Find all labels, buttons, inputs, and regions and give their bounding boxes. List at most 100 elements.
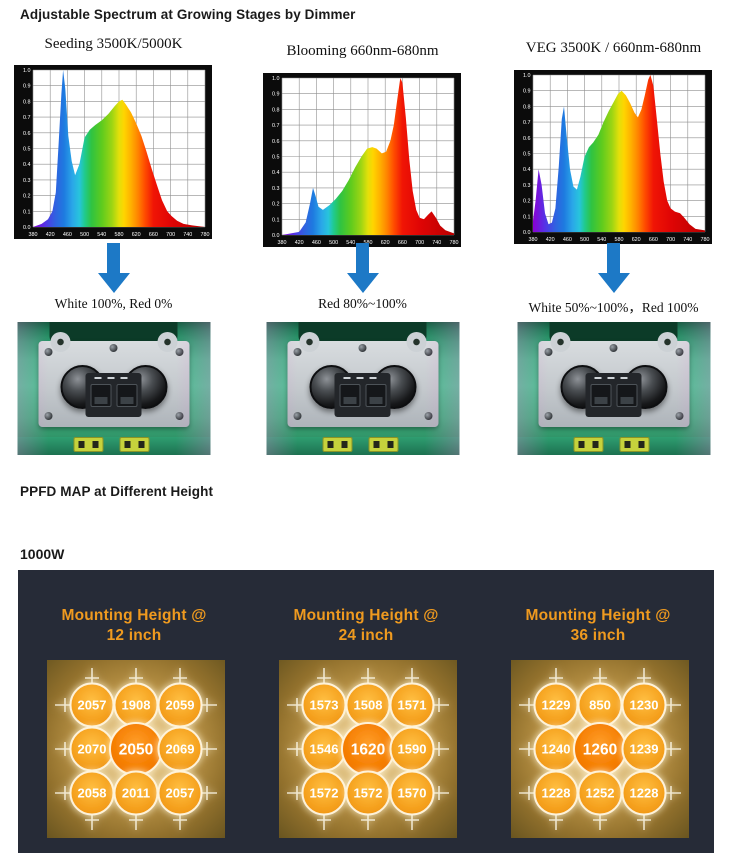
x-tick-label: 740 (432, 240, 441, 246)
y-tick-label: 0.3 (23, 178, 31, 184)
rj-port-icon (116, 383, 137, 407)
dimmer-setting-label: Red 80%~100% (318, 296, 407, 311)
screw-icon (424, 348, 432, 356)
y-tick-label: 0.8 (23, 99, 31, 105)
connector-tab-icon (119, 437, 149, 452)
screw-icon (175, 412, 183, 420)
ppfd-value: 1572 (354, 786, 383, 801)
ppfd-value: 1571 (398, 698, 427, 713)
ppfd-value: 1620 (351, 742, 385, 759)
x-tick-label: 540 (597, 237, 606, 243)
screw-icon (424, 412, 432, 420)
dimmer-plate (538, 332, 689, 427)
y-tick-label: 0.7 (523, 120, 531, 126)
ppfd-value: 1228 (630, 786, 659, 801)
ppfd-map-24inch: 1573 1508 1571 1546 1620 1590 1572 1572 1570 (279, 660, 457, 838)
ppfd-value: 2050 (119, 742, 153, 759)
x-tick-label: 460 (63, 232, 72, 238)
y-tick-label: 0.4 (523, 167, 531, 173)
dimmer-setting-label: White 50%~100%，Red 100% (528, 300, 699, 315)
ppfd-value: 1590 (398, 742, 427, 757)
y-tick-label: 0.2 (523, 199, 531, 205)
screw-icon (544, 412, 552, 420)
spectrum-curve (33, 70, 205, 227)
y-tick-label: 0.4 (23, 162, 31, 168)
x-tick-label: 700 (666, 237, 675, 243)
y-tick-label: 0.5 (272, 155, 280, 161)
y-tick-label: 0.9 (523, 89, 531, 95)
screw-icon (175, 348, 183, 356)
dimmer-photo (17, 322, 210, 455)
screw-icon (675, 412, 683, 420)
mounting-rail (266, 437, 459, 455)
y-tick-label: 1.0 (23, 68, 31, 74)
rj-port-block (85, 373, 142, 417)
rj-port-icon (616, 383, 637, 407)
screw-icon (44, 412, 52, 420)
chart-title: Blooming 660nm-680nm (286, 43, 439, 59)
ppfd-value: 2011 (122, 786, 150, 801)
ppfd-value-circle (621, 770, 667, 816)
screw-icon (358, 344, 367, 352)
y-tick-label: 0.6 (23, 131, 31, 137)
down-arrow-icon (97, 243, 130, 293)
x-tick-label: 620 (381, 240, 390, 246)
spectrum-column-veg: VEG 3500K / 660nm-680nm 1.0 0.9 0.8 0.7 0.6 0… (514, 32, 713, 457)
connector-tab-icon (73, 437, 103, 452)
x-tick-label: 740 (183, 232, 192, 238)
ppfd-value: 1546 (310, 742, 339, 757)
connector-tab-icon (619, 437, 649, 452)
ppfd-value: 2069 (166, 742, 195, 757)
x-tick-label: 780 (701, 237, 710, 243)
ppfd-value: 1229 (542, 698, 571, 713)
x-tick-label: 740 (683, 237, 692, 243)
x-tick-label: 660 (149, 232, 158, 238)
x-tick-label: 420 (546, 237, 555, 243)
chart-title: VEG 3500K / 660nm-680nm (525, 40, 702, 56)
x-tick-label: 460 (563, 237, 572, 243)
ppfd-map-title: Mounting Height @ 12 inch (61, 607, 207, 645)
rj-port-icon (339, 383, 360, 407)
y-tick-label: 0.6 (272, 139, 280, 145)
dimmer-plate (287, 332, 438, 427)
ppfd-value-circle (389, 770, 435, 816)
dimmer-photo (266, 322, 459, 455)
ppfd-value: 1573 (310, 698, 339, 713)
rj-port-icon (590, 383, 611, 407)
x-tick-label: 460 (312, 240, 321, 246)
x-tick-label: 500 (80, 232, 89, 238)
x-tick-label: 500 (329, 240, 338, 246)
connector-tab-icon (573, 437, 603, 452)
ppfd-value: 1228 (542, 786, 571, 801)
y-tick-label: 0.8 (272, 107, 280, 113)
y-tick-label: 0.0 (272, 233, 280, 239)
x-tick-label: 500 (580, 237, 589, 243)
ppfd-column-12inch: Mounting Height @ 12 inch 2057 1908 2059 20… (18, 570, 250, 853)
y-tick-label: 0.4 (272, 170, 280, 176)
y-tick-label: 0.0 (523, 230, 531, 236)
x-tick-label: 540 (346, 240, 355, 246)
section-title-spectrum: Adjustable Spectrum at Growing Stages by… (20, 7, 356, 22)
ppfd-value: 2057 (166, 786, 195, 801)
ppfd-map-title: Mounting Height @ 24 inch (293, 607, 439, 645)
rj-port-icon (90, 383, 111, 407)
y-tick-label: 0.5 (523, 152, 531, 158)
screw-icon (293, 348, 301, 356)
y-tick-label: 0.3 (272, 186, 280, 192)
x-tick-label: 620 (632, 237, 641, 243)
ppfd-value: 2070 (78, 742, 107, 757)
section-title-ppfd: PPFD MAP at Different Height (20, 484, 214, 499)
ppfd-value: 850 (589, 698, 611, 713)
ppfd-column-24inch: Mounting Height @ 24 inch 1573 1508 1571 15… (250, 570, 482, 853)
ppfd-column-36inch: Mounting Height @ 36 inch 1229 850 1230 124… (482, 570, 714, 853)
ppfd-value: 1260 (583, 742, 617, 759)
y-tick-label: 0.6 (523, 136, 531, 142)
mounting-rail (17, 437, 210, 455)
x-tick-label: 660 (649, 237, 658, 243)
y-tick-label: 0.7 (23, 115, 31, 121)
down-arrow-icon (346, 243, 379, 293)
y-tick-label: 0.0 (23, 225, 31, 231)
y-tick-label: 0.7 (272, 123, 280, 129)
